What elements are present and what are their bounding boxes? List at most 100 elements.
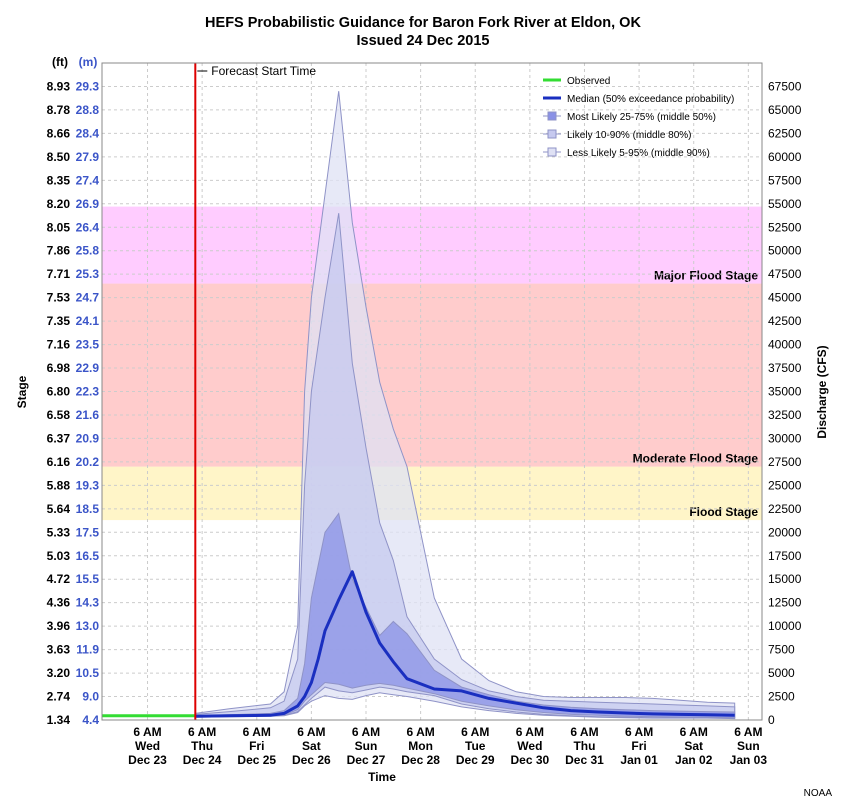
x-tick-time-11: 6 AM [734, 725, 762, 739]
x-tick-day-6: Tue [465, 739, 486, 753]
x-tick-date-5: Dec 28 [401, 753, 440, 767]
y-tick-m-0: 4.4 [82, 713, 99, 727]
y-tick-m-19: 25.3 [76, 267, 100, 281]
y-tick-right-11: 27500 [768, 455, 802, 469]
y-tick-m-8: 17.5 [76, 525, 100, 539]
y-tick-ft-11: 6.16 [47, 455, 71, 469]
y-tick-ft-23: 8.35 [47, 173, 71, 187]
y-tick-m-24: 27.9 [76, 150, 100, 164]
x-tick-date-6: Dec 29 [456, 753, 495, 767]
flood-zone-label-1: Moderate Flood Stage [633, 452, 759, 466]
y-tick-right-24: 60000 [768, 150, 802, 164]
x-tick-day-8: Thu [573, 739, 595, 753]
unit-ft-label: (ft) [52, 55, 68, 69]
x-tick-date-1: Dec 24 [183, 753, 222, 767]
y-tick-m-17: 24.1 [76, 314, 100, 328]
y-tick-ft-0: 1.34 [47, 713, 71, 727]
uncertainty-bands [194, 91, 736, 720]
x-tick-time-10: 6 AM [680, 725, 708, 739]
x-tick-time-4: 6 AM [352, 725, 380, 739]
y-tick-ft-9: 5.64 [47, 502, 71, 516]
y-tick-ft-7: 5.03 [47, 549, 71, 563]
median-line [195, 570, 735, 718]
y-tick-m-22: 26.9 [76, 197, 100, 211]
y-tick-right-27: 67500 [768, 79, 802, 93]
x-axis-label: Time [368, 770, 396, 784]
y-tick-ft-18: 7.53 [47, 291, 71, 305]
y-tick-ft-13: 6.58 [47, 408, 71, 422]
x-tick-date-4: Dec 27 [347, 753, 386, 767]
y-tick-ft-17: 7.35 [47, 314, 71, 328]
y-tick-right-5: 12500 [768, 596, 802, 610]
flood-zones: Flood Stage Moderate Flood Stage Major Flo… [102, 206, 762, 521]
y-tick-right-22: 55000 [768, 197, 802, 211]
legend-band-label-1: Likely 10-90% (middle 80%) [567, 130, 692, 141]
x-tick-day-2: Fri [249, 739, 264, 753]
x-tick-date-3: Dec 26 [292, 753, 331, 767]
y-tick-right-26: 65000 [768, 103, 802, 117]
x-tick-day-11: Sun [737, 739, 760, 753]
y-tick-right-23: 57500 [768, 173, 802, 187]
band-2 [194, 512, 736, 719]
y-tick-right-20: 50000 [768, 244, 802, 258]
x-tick-date-8: Dec 31 [565, 753, 604, 767]
y-tick-m-9: 18.5 [76, 502, 100, 516]
y-tick-right-9: 22500 [768, 502, 802, 516]
y-tick-ft-20: 7.86 [47, 244, 71, 258]
credit-label: NOAA [804, 788, 833, 799]
y-tick-m-6: 15.5 [76, 572, 100, 586]
legend: Observed Median (50% exceedance probabili… [543, 76, 734, 159]
x-tick-time-9: 6 AM [625, 725, 653, 739]
forecast-start-label: Forecast Start Time [211, 64, 316, 78]
x-tick-day-10: Sat [684, 739, 703, 753]
chart-title: HEFS Probabilistic Guidance for Baron Fo… [205, 15, 641, 31]
y-tick-right-14: 35000 [768, 385, 802, 399]
y-tick-ft-6: 4.72 [47, 572, 71, 586]
x-tick-date-10: Jan 02 [675, 753, 713, 767]
y-tick-m-23: 27.4 [76, 173, 100, 187]
legend-observed-label: Observed [567, 76, 610, 87]
y-tick-m-4: 13.0 [76, 619, 100, 633]
flood-zone-2 [102, 206, 762, 284]
y-tick-m-27: 29.3 [76, 79, 100, 93]
y-tick-m-5: 14.3 [76, 596, 100, 610]
y-tick-m-16: 23.5 [76, 338, 100, 352]
legend-band-swatch-2 [547, 147, 557, 157]
y-tick-m-12: 20.9 [76, 431, 100, 445]
x-tick-date-9: Jan 01 [620, 753, 658, 767]
y-tick-ft-15: 6.98 [47, 361, 71, 375]
y-tick-m-15: 22.9 [76, 361, 100, 375]
x-tick-date-11: Jan 03 [730, 753, 768, 767]
y-tick-right-13: 32500 [768, 408, 802, 422]
y-tick-right-6: 15000 [768, 572, 802, 586]
x-tick-date-2: Dec 25 [237, 753, 276, 767]
y-tick-ft-16: 7.16 [47, 338, 71, 352]
chart-subtitle: Issued 24 Dec 2015 [356, 33, 489, 49]
y-tick-m-13: 21.6 [76, 408, 100, 422]
y-tick-ft-22: 8.20 [47, 197, 71, 211]
x-tick-day-4: Sun [355, 739, 378, 753]
y-axis-right-label: Discharge (CFS) [815, 345, 829, 438]
x-tick-date-0: Dec 23 [128, 753, 167, 767]
y-tick-right-18: 45000 [768, 291, 802, 305]
flood-zone-label-0: Flood Stage [689, 505, 758, 519]
y-tick-right-3: 7500 [768, 643, 795, 657]
y-tick-m-2: 10.5 [76, 666, 100, 680]
y-tick-right-25: 62500 [768, 126, 802, 140]
y-tick-right-15: 37500 [768, 361, 802, 375]
series-lines: Forecast Start Time [102, 63, 735, 720]
y-tick-m-18: 24.7 [76, 291, 100, 305]
y-tick-right-2: 5000 [768, 666, 795, 680]
x-tick-time-8: 6 AM [570, 725, 598, 739]
y-tick-ft-25: 8.66 [47, 126, 71, 140]
y-tick-ft-8: 5.33 [47, 525, 71, 539]
y-tick-right-7: 17500 [768, 549, 802, 563]
x-tick-day-9: Fri [631, 739, 646, 753]
y-tick-ft-5: 4.36 [47, 596, 71, 610]
y-tick-ft-1: 2.74 [47, 690, 71, 704]
y-axis-left-label: Stage [15, 375, 29, 408]
legend-band-swatch-1 [547, 129, 557, 139]
x-tick-time-3: 6 AM [297, 725, 325, 739]
y-tick-ft-19: 7.71 [47, 267, 71, 281]
